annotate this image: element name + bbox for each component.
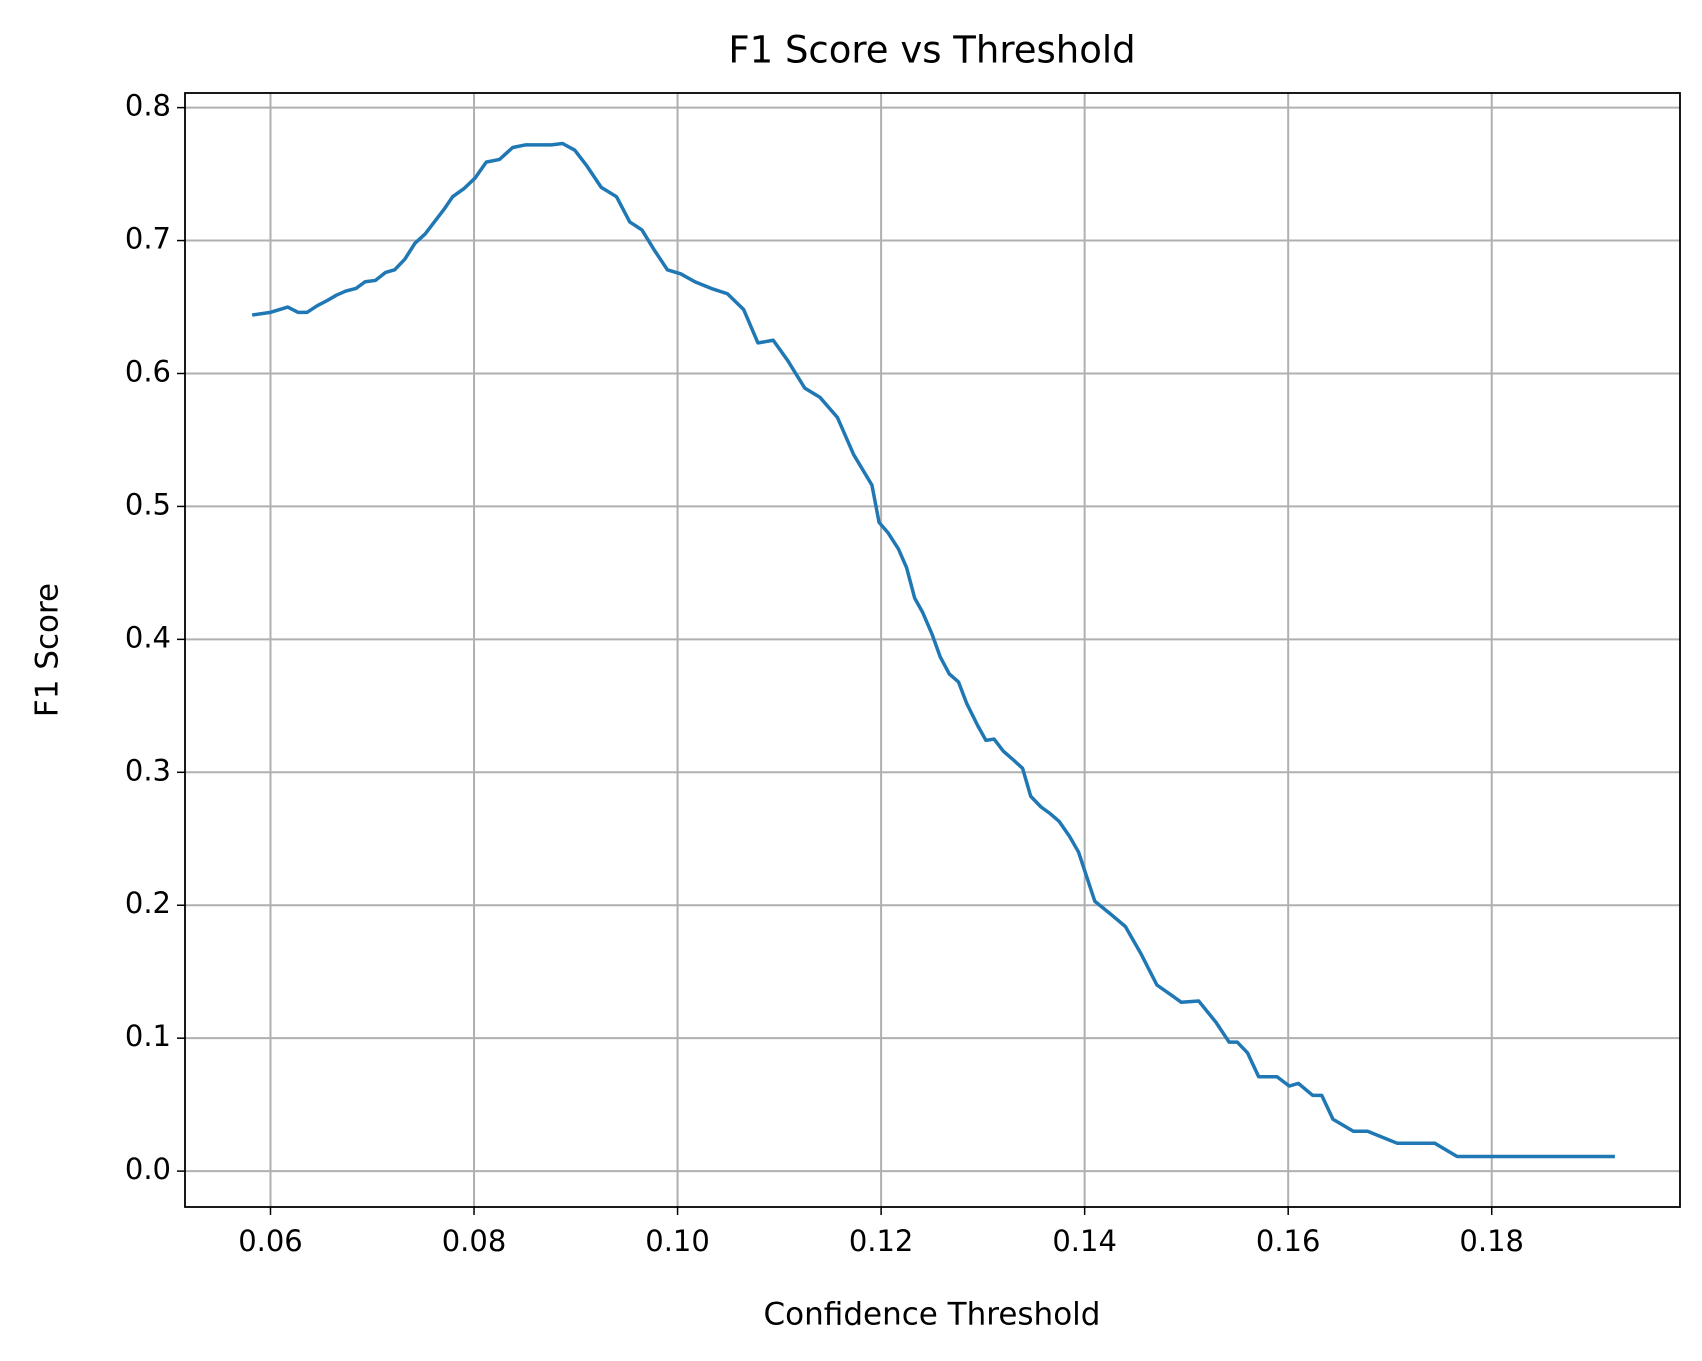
y-tick-label: 0.7 xyxy=(125,222,171,256)
y-tick-label: 0.2 xyxy=(125,886,171,920)
x-tick-label: 0.06 xyxy=(238,1224,303,1258)
x-tick-label: 0.08 xyxy=(442,1224,507,1258)
x-tick-label: 0.16 xyxy=(1256,1224,1321,1258)
chart-title: F1 Score vs Threshold xyxy=(728,29,1135,72)
y-tick-label: 0.3 xyxy=(125,753,171,787)
y-tick-label: 0.5 xyxy=(125,487,171,521)
series-line xyxy=(251,141,1615,1159)
y-tick-label: 0.0 xyxy=(125,1152,171,1186)
x-tick-label: 0.10 xyxy=(645,1224,710,1258)
plot-frame xyxy=(184,92,1681,1208)
x-tick-label: 0.18 xyxy=(1459,1224,1524,1258)
x-tick-label: 0.14 xyxy=(1052,1224,1117,1258)
y-tick-label: 0.6 xyxy=(125,354,171,388)
y-axis-label: F1 Score xyxy=(30,583,66,717)
y-tick-label: 0.1 xyxy=(125,1019,171,1053)
y-tick-label: 0.8 xyxy=(125,89,171,123)
x-tick-label: 0.12 xyxy=(849,1224,914,1258)
x-axis-label: Confidence Threshold xyxy=(764,1297,1101,1333)
y-tick-label: 0.4 xyxy=(125,620,171,654)
